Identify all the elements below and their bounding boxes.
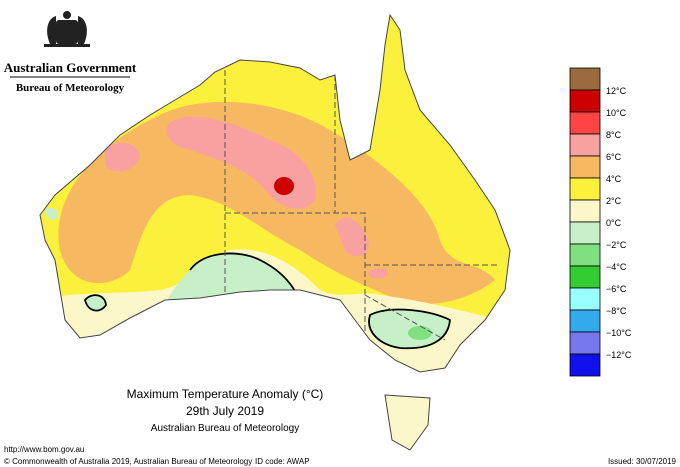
legend-label: −12°C <box>606 350 632 360</box>
emblem <box>44 11 90 47</box>
tasmania <box>384 394 431 451</box>
legend-label: 4°C <box>606 174 622 184</box>
legend-label: −2°C <box>606 240 627 250</box>
legend-label: −10°C <box>606 328 632 338</box>
agency: Australian Bureau of Meteorology <box>151 423 299 434</box>
copyright: © Commonwealth of Australia 2019, Austra… <box>4 457 252 466</box>
legend-label: −8°C <box>606 306 627 316</box>
legend-label: −6°C <box>606 284 627 294</box>
legend-label: 2°C <box>606 196 622 206</box>
issued: Issued: 30/07/2019 <box>608 457 677 466</box>
id-code: ID code: AWAP <box>255 457 310 466</box>
legend-label: 6°C <box>606 152 622 162</box>
bureau: Bureau of Meteorology <box>16 82 125 94</box>
title: Maximum Temperature Anomaly (°C) <box>127 387 324 401</box>
government: Australian Government <box>4 60 137 75</box>
date: 29th July 2019 <box>186 404 264 418</box>
legend-label: 8°C <box>606 130 622 140</box>
legend-label: 0°C <box>606 218 622 228</box>
legend-label: 10°C <box>606 108 627 118</box>
url: http://www.bom.gov.au <box>4 445 84 454</box>
legend-label: 12°C <box>606 86 627 96</box>
legend-label: −4°C <box>606 262 627 272</box>
legend <box>569 67 601 377</box>
